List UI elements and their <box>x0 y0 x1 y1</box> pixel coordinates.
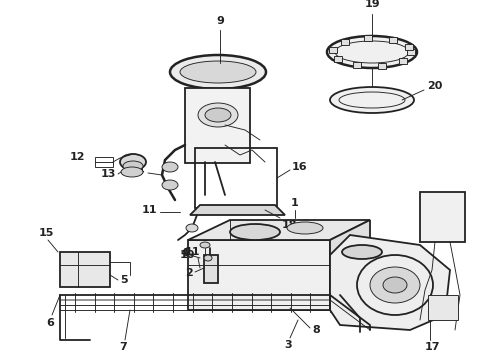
Text: 7: 7 <box>119 342 127 352</box>
Text: 18: 18 <box>282 220 297 230</box>
Bar <box>378 63 386 68</box>
Ellipse shape <box>170 55 266 89</box>
Bar <box>334 56 342 62</box>
Bar <box>195 148 277 208</box>
Bar <box>60 252 110 287</box>
Text: 20: 20 <box>427 81 442 91</box>
Ellipse shape <box>327 36 417 68</box>
Bar <box>341 39 349 45</box>
Text: 10: 10 <box>180 250 195 260</box>
Ellipse shape <box>186 224 198 232</box>
Ellipse shape <box>121 167 143 177</box>
Ellipse shape <box>198 103 238 127</box>
Ellipse shape <box>287 222 323 234</box>
Bar <box>428 295 458 320</box>
Bar <box>389 37 397 43</box>
Text: 14: 14 <box>129 166 145 176</box>
Text: 1: 1 <box>291 198 299 208</box>
Text: 4: 4 <box>180 248 188 258</box>
Text: 2: 2 <box>185 268 193 278</box>
Ellipse shape <box>205 108 231 122</box>
Ellipse shape <box>342 245 382 259</box>
Bar <box>204 255 218 283</box>
Bar <box>407 49 415 55</box>
Ellipse shape <box>230 224 280 240</box>
Bar <box>399 58 407 64</box>
Ellipse shape <box>180 61 256 83</box>
Bar <box>420 192 465 242</box>
Text: 5: 5 <box>120 275 127 285</box>
Text: 16: 16 <box>292 162 308 172</box>
Text: 9: 9 <box>216 16 224 26</box>
Polygon shape <box>188 220 370 240</box>
Text: 13: 13 <box>100 169 116 179</box>
Polygon shape <box>190 205 285 215</box>
Text: 6: 6 <box>46 318 54 328</box>
Text: 12: 12 <box>70 152 85 162</box>
Bar <box>364 35 372 41</box>
Bar <box>405 44 413 50</box>
Text: 17: 17 <box>424 342 440 352</box>
Bar <box>352 62 361 68</box>
Text: 8: 8 <box>312 325 320 335</box>
Text: 11: 11 <box>142 205 157 215</box>
Ellipse shape <box>206 267 214 273</box>
Ellipse shape <box>162 162 178 172</box>
Ellipse shape <box>123 161 143 171</box>
Bar <box>185 88 250 163</box>
Text: 15: 15 <box>38 228 54 238</box>
Bar <box>95 157 113 167</box>
Ellipse shape <box>383 277 407 293</box>
Polygon shape <box>330 235 450 330</box>
Ellipse shape <box>330 87 414 113</box>
Text: 11: 11 <box>185 247 200 257</box>
Text: 19: 19 <box>364 0 380 9</box>
Polygon shape <box>188 240 330 310</box>
Polygon shape <box>330 220 370 310</box>
Ellipse shape <box>200 242 210 248</box>
Text: 3: 3 <box>284 340 292 350</box>
Ellipse shape <box>120 154 146 170</box>
Bar <box>329 47 338 53</box>
Ellipse shape <box>162 180 178 190</box>
Ellipse shape <box>204 255 212 261</box>
Ellipse shape <box>370 267 420 303</box>
